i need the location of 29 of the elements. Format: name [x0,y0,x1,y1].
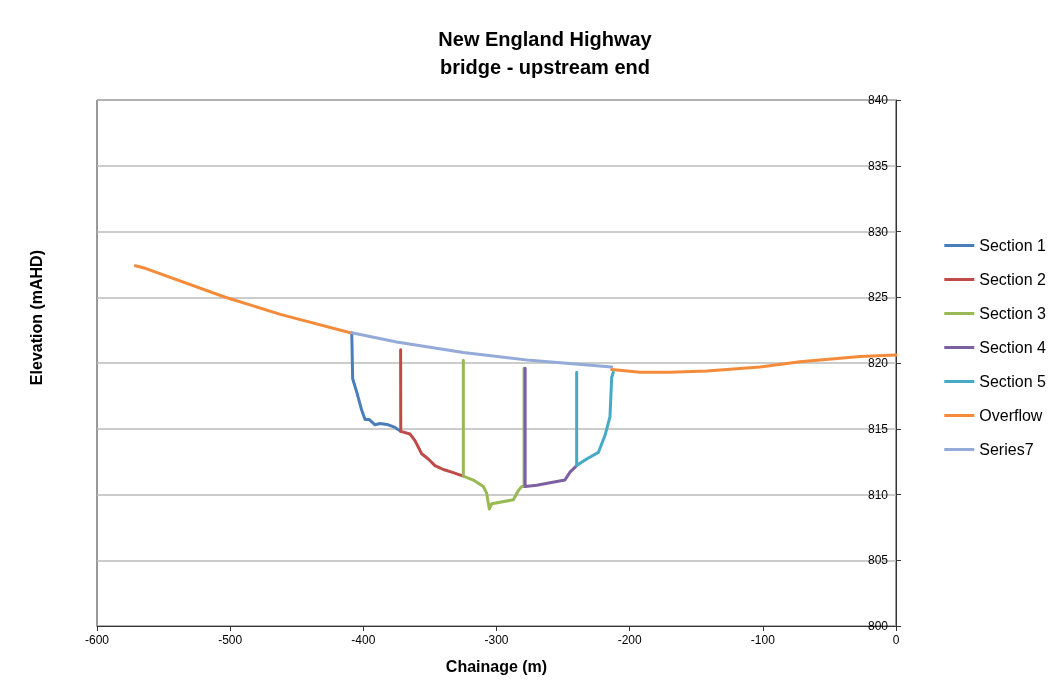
x-axis-title: Chainage (m) [445,657,548,675]
y-tick-label: 840 [867,93,889,107]
y-tick-label: 835 [867,158,889,173]
x-tick-label: -500 [218,633,243,647]
line-series [399,348,465,478]
line-series [523,366,579,489]
legend-label: Series7 [979,441,1034,458]
y-tick-label: 805 [867,553,889,568]
legend-label: Section 3 [979,305,1047,322]
chart-title: New England Highway bridge - upstream end [438,28,653,78]
y-tick-label: 810 [867,487,889,502]
legend-label: Section 4 [979,339,1047,356]
line-series [575,370,615,468]
x-tick-label: -100 [750,633,776,647]
y-axis-title: Elevation (mAHD) [27,250,45,386]
y-tick-label: 815 [867,421,889,436]
x-tick-label: -400 [351,633,376,647]
x-tick-label: -600 [84,633,110,647]
y-tick-label: 820 [867,356,889,370]
legend-label: Section 2 [979,271,1047,288]
x-tick-label: -300 [484,633,509,647]
legend-label: Section 1 [979,237,1047,254]
legend-label: Section 5 [979,373,1047,390]
y-tick-label: 825 [867,290,889,305]
x-tick-label: -200 [617,633,642,647]
y-tick-label: 830 [867,224,889,239]
legend-label: Overflow [979,407,1043,424]
line-series [350,331,614,369]
x-tick-label: 0 [892,633,900,647]
